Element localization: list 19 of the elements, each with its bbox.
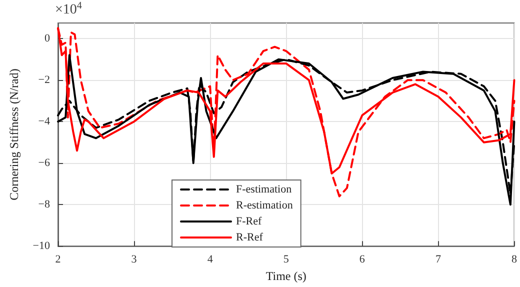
y-tick-label: −4 [38, 116, 50, 128]
y-tick-label: 0 [44, 32, 50, 45]
x-tick-label: 6 [359, 254, 366, 266]
y-tick-label: −10 [32, 240, 50, 252]
x-tick-label: 2 [55, 254, 61, 266]
y-tick-label: −8 [38, 198, 50, 211]
legend-label: F-Ref [236, 216, 262, 228]
y-axis-title: Cornering Stiffness (N/rad) [7, 68, 21, 200]
legend-label: R-Ref [236, 232, 264, 244]
x-axis-title: Time (s) [266, 269, 306, 283]
legend-label: F-estimation [236, 184, 292, 196]
x-tick-label: 5 [283, 254, 290, 266]
x-tick-label: 7 [435, 254, 442, 266]
y-tick-label: −2 [38, 74, 50, 86]
x-tick-label: 8 [512, 254, 518, 266]
x-tick-label: 3 [131, 254, 138, 266]
y-tick-label: −6 [38, 157, 50, 170]
x-tick-label: 4 [207, 254, 214, 266]
legend-label: R-estimation [236, 200, 294, 212]
